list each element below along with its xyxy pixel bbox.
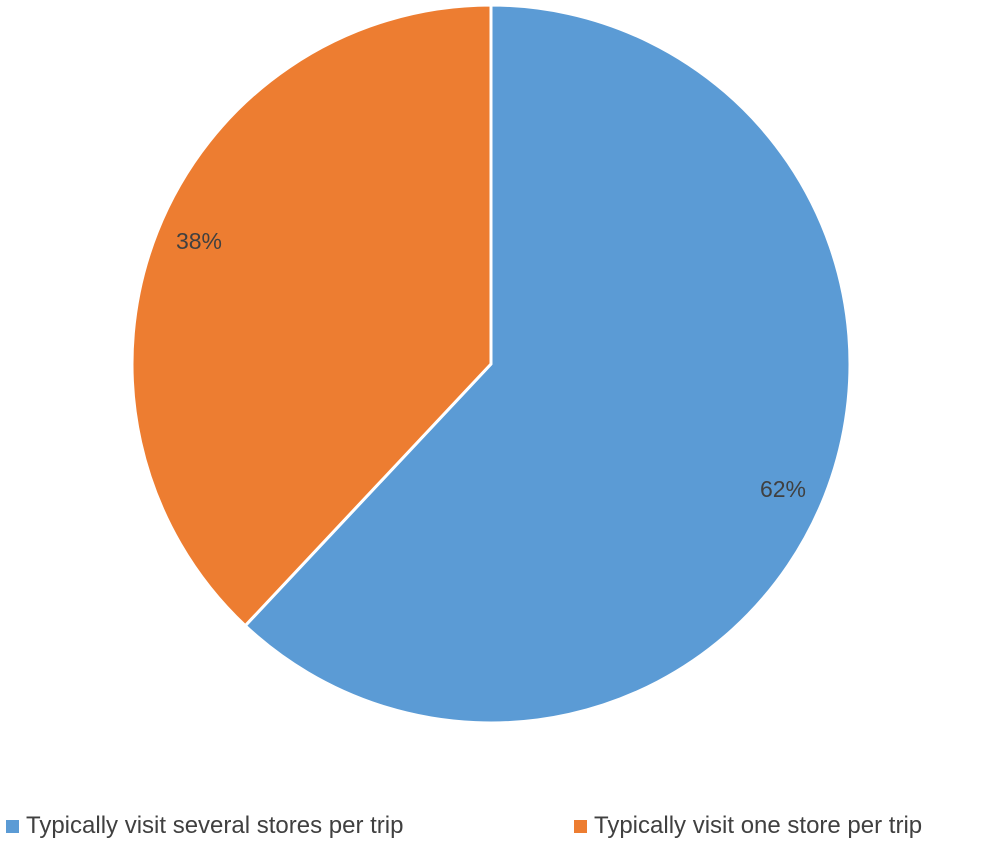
legend-swatch-one-store [574, 819, 587, 833]
legend-item-several-stores: Typically visit several stores per trip [6, 811, 403, 841]
legend: Typically visit several stores per trip … [6, 811, 994, 845]
pie-slice-one-store [130, 3, 493, 628]
pie-chart: 62% 38% [130, 3, 852, 725]
legend-label-several-stores: Typically visit several stores per trip [26, 812, 404, 839]
pie-slices [130, 3, 852, 725]
data-label-several-stores: 62% [760, 476, 806, 502]
pie-slice-several-stores [243, 3, 852, 725]
pie-data-labels: 62% 38% [176, 228, 806, 502]
legend-item-one-store: Typically visit one store per trip [574, 811, 922, 841]
legend-swatch-several-stores [6, 819, 19, 833]
data-label-one-store: 38% [176, 228, 222, 254]
legend-label-one-store: Typically visit one store per trip [594, 812, 923, 839]
